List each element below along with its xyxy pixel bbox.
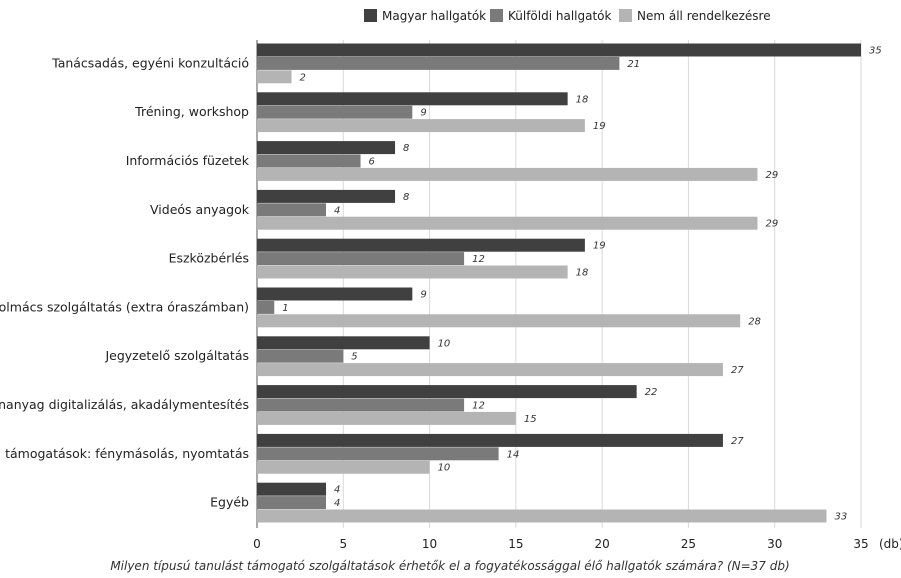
chart-caption: Milyen típusú tanulást támogató szolgált… (110, 559, 789, 573)
data-label: 18 (576, 94, 589, 105)
bar (257, 105, 413, 119)
data-label: 9 (420, 108, 426, 119)
data-label: 18 (576, 268, 589, 279)
x-tick-label: 15 (508, 537, 523, 551)
x-tick-label: 0 (253, 537, 261, 551)
bar (257, 141, 396, 155)
data-label: 12 (472, 401, 485, 412)
data-label: 12 (472, 254, 485, 265)
data-label: 35 (869, 46, 882, 57)
legend-entry: Magyar hallgatók (382, 9, 486, 23)
x-tick-label: 30 (767, 537, 782, 551)
legend-entry: Külföldi hallgatók (508, 9, 612, 23)
data-label: 19 (593, 121, 606, 132)
bars: 35 21 2 18 9 19 8 6 29 8 4 29 19 12 18 9 1 28 10 5 27 22 12 15 2… (257, 43, 882, 523)
x-tick-label: 20 (595, 537, 610, 551)
bar (257, 287, 413, 301)
bar (257, 252, 465, 266)
bar (257, 56, 620, 70)
bar (257, 509, 827, 523)
data-label: 14 (507, 449, 520, 460)
bar (257, 314, 741, 328)
bar (257, 300, 275, 314)
bar (257, 92, 568, 106)
bar (257, 154, 361, 168)
category-label: Videós anyagok (150, 202, 250, 217)
x-tick-label: 10 (422, 537, 437, 551)
bar (257, 411, 516, 425)
bar (257, 216, 758, 230)
data-label: 10 (438, 338, 451, 349)
bar (257, 70, 292, 84)
category-label: Egyéb (210, 495, 249, 510)
bar (257, 385, 637, 399)
category-label: Jeltolmács szolgáltatás (extra óraszámba… (0, 299, 249, 314)
data-label: 33 (834, 512, 847, 523)
bar (257, 496, 327, 510)
bar (257, 238, 585, 252)
bar (257, 460, 430, 474)
bar (257, 363, 723, 377)
data-label: 10 (438, 463, 451, 474)
data-label: 29 (765, 219, 778, 230)
bar (257, 189, 396, 203)
category-label: Információs füzetek (126, 153, 250, 168)
category-label: Tréning, workshop (134, 104, 249, 119)
bar (257, 167, 758, 181)
data-label: 27 (731, 365, 744, 376)
category-label: Tananyag digitalizálás, akadálymentesíté… (0, 397, 249, 412)
bar (257, 398, 465, 412)
bar (257, 119, 585, 133)
legend: Magyar hallgatók Külföldi hallgatók Nem ál… (364, 9, 771, 23)
bar (257, 482, 327, 496)
data-label: 9 (420, 290, 426, 301)
data-label: 22 (645, 387, 658, 398)
bar (257, 203, 327, 217)
legend-swatch (364, 9, 377, 22)
bar (257, 265, 568, 279)
data-label: 5 (351, 352, 357, 363)
bar (257, 43, 861, 57)
x-axis: 0 5 10 15 20 25 30 35 (db) (253, 537, 901, 551)
x-tick-label: 25 (681, 537, 696, 551)
data-label: 19 (593, 241, 606, 252)
data-label: 29 (765, 170, 778, 181)
category-labels: Tanácsadás, egyéni konzultáció Tréning, w… (0, 55, 250, 509)
x-tick-label: 35 (853, 537, 868, 551)
data-label: 1 (282, 303, 288, 314)
data-label: 21 (627, 59, 640, 70)
x-axis-unit-label: (db) (879, 537, 901, 551)
data-label: 28 (748, 316, 761, 327)
data-label: 2 (300, 72, 306, 83)
data-label: 4 (334, 485, 340, 496)
legend-swatch (490, 9, 503, 22)
category-label: Eszközbérlés (169, 251, 249, 266)
data-label: 15 (524, 414, 537, 425)
data-label: 8 (403, 192, 409, 203)
bar (257, 433, 723, 447)
legend-entry: Nem áll rendelkezésre (637, 9, 771, 23)
legend-swatch (619, 9, 632, 22)
category-label: Tanácsadás, egyéni konzultáció (51, 55, 249, 70)
bar (257, 336, 430, 350)
x-tick-label: 5 (339, 537, 347, 551)
bar (257, 447, 499, 461)
data-label: 4 (334, 205, 340, 216)
data-label: 8 (403, 143, 409, 154)
data-label: 27 (731, 436, 744, 447)
data-label: 6 (369, 157, 375, 168)
category-label: Jegyzetelő szolgáltatás (104, 348, 249, 363)
category-label: Irodai támogatások: fénymásolás, nyomtat… (0, 446, 249, 461)
bar (257, 349, 344, 363)
data-label: 4 (334, 498, 340, 509)
